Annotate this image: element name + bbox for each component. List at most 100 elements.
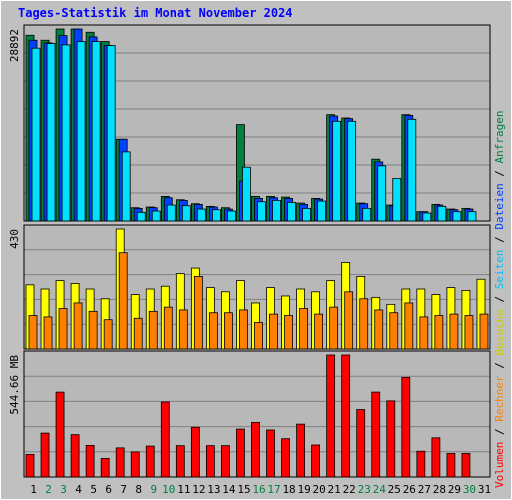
bar-visits-rechner-25 xyxy=(389,312,399,350)
bar-requests-seiten-4 xyxy=(76,41,86,222)
bar-requests-seiten-16 xyxy=(257,201,266,222)
x-tick-label-25: 25 xyxy=(388,483,401,496)
x-tick-label-21: 21 xyxy=(328,483,341,496)
y-max-label-volume: 544.66 MB xyxy=(8,355,21,415)
x-tick-label-26: 26 xyxy=(403,483,416,496)
x-tick-label-8: 8 xyxy=(135,483,142,496)
bar-visits-rechner-19 xyxy=(299,308,308,350)
x-tick-label-10: 10 xyxy=(162,483,175,496)
bar-visits-rechner-21 xyxy=(329,306,339,350)
bar-visits-rechner-26 xyxy=(404,302,414,350)
y-max-label-visits: 430 xyxy=(8,229,21,249)
bar-volume-volumen-6 xyxy=(100,458,110,478)
bar-volume-volumen-20 xyxy=(311,444,321,478)
bar-requests-seiten-18 xyxy=(287,201,296,222)
bar-volume-volumen-7 xyxy=(115,447,125,478)
bar-requests-seiten-5 xyxy=(91,41,101,222)
bar-volume-volumen-28 xyxy=(431,437,441,478)
bar-volume-volumen-2 xyxy=(40,432,50,478)
x-tick-label-19: 19 xyxy=(297,483,310,496)
bar-volume-volumen-12 xyxy=(190,426,200,478)
bar-requests-seiten-19 xyxy=(302,207,311,222)
bar-volume-volumen-5 xyxy=(85,445,95,478)
bar-volume-volumen-15 xyxy=(236,428,245,478)
bar-requests-seiten-14 xyxy=(227,210,236,222)
x-tick-label-22: 22 xyxy=(343,483,356,496)
bar-requests-seiten-29 xyxy=(452,211,462,222)
bar-volume-volumen-16 xyxy=(251,421,260,478)
bar-visits-rechner-12 xyxy=(193,276,203,350)
bar-requests-seiten-30 xyxy=(467,211,477,222)
bar-visits-rechner-16 xyxy=(254,322,263,350)
x-tick-label-12: 12 xyxy=(192,483,205,496)
bar-requests-seiten-25 xyxy=(392,178,402,222)
bar-visits-rechner-20 xyxy=(314,313,324,350)
x-tick-label-9: 9 xyxy=(150,483,157,496)
x-tick-label-17: 17 xyxy=(267,483,280,496)
bar-volume-volumen-18 xyxy=(281,438,290,478)
bar-visits-rechner-30 xyxy=(464,315,474,350)
bar-visits-rechner-24 xyxy=(374,309,384,350)
bar-volume-volumen-29 xyxy=(446,453,456,478)
bar-requests-seiten-3 xyxy=(61,44,71,222)
bar-requests-seiten-11 xyxy=(181,205,191,222)
bar-volume-volumen-21 xyxy=(326,354,336,478)
bar-visits-rechner-13 xyxy=(208,312,218,350)
bar-visits-rechner-9 xyxy=(148,310,158,350)
bar-volume-volumen-26 xyxy=(401,376,411,478)
bar-volume-volumen-10 xyxy=(160,401,170,478)
x-tick-label-29: 29 xyxy=(448,483,461,496)
bar-visits-rechner-5 xyxy=(88,310,98,350)
x-tick-label-13: 13 xyxy=(207,483,220,496)
bar-visits-rechner-6 xyxy=(103,319,113,350)
bar-volume-volumen-9 xyxy=(145,445,155,478)
y-max-label-requests: 28892 xyxy=(8,29,21,62)
x-tick-label-6: 6 xyxy=(105,483,112,496)
bar-requests-seiten-8 xyxy=(136,211,146,222)
bar-requests-seiten-6 xyxy=(106,45,116,222)
x-tick-label-3: 3 xyxy=(60,483,67,496)
bar-volume-volumen-4 xyxy=(70,434,80,478)
chart-title: Tages-Statistik im Monat November 2024 xyxy=(18,6,293,20)
bar-requests-seiten-21 xyxy=(332,120,342,222)
bar-visits-rechner-10 xyxy=(163,306,173,350)
bar-visits-rechner-11 xyxy=(178,309,188,350)
bar-visits-rechner-18 xyxy=(284,315,293,350)
legend-entry-anfragen: Anfragen xyxy=(493,110,506,163)
bar-visits-rechner-1 xyxy=(28,315,38,350)
bar-requests-seiten-9 xyxy=(151,210,161,222)
bar-volume-volumen-13 xyxy=(205,445,215,478)
bar-requests-seiten-23 xyxy=(362,207,372,222)
bar-volume-volumen-30 xyxy=(461,453,471,478)
bar-requests-seiten-27 xyxy=(422,212,432,222)
bar-volume-volumen-14 xyxy=(221,445,230,478)
bar-volume-volumen-27 xyxy=(416,450,426,478)
bar-requests-seiten-26 xyxy=(407,118,417,222)
bar-visits-rechner-8 xyxy=(133,317,143,350)
bar-visits-rechner-22 xyxy=(344,291,354,350)
x-tick-label-27: 27 xyxy=(418,483,431,496)
bar-visits-rechner-15 xyxy=(239,309,248,350)
bar-volume-volumen-17 xyxy=(266,429,275,478)
x-tick-label-11: 11 xyxy=(177,483,190,496)
legend-entry-dateien: Dateien xyxy=(493,183,506,229)
bar-requests-seiten-12 xyxy=(196,208,206,222)
bar-requests-seiten-7 xyxy=(121,151,131,222)
bar-requests-seiten-15 xyxy=(242,166,251,222)
x-tick-label-20: 20 xyxy=(313,483,326,496)
legend-entry-rechner: Rechner xyxy=(493,375,506,422)
legend-separator: / xyxy=(493,289,506,309)
bar-visits-rechner-29 xyxy=(449,313,459,350)
bar-visits-rechner-31 xyxy=(479,313,489,350)
x-tick-label-2: 2 xyxy=(45,483,52,496)
bar-requests-seiten-2 xyxy=(46,43,56,222)
bar-visits-rechner-2 xyxy=(43,316,53,350)
bar-visits-rechner-28 xyxy=(434,315,444,350)
bar-requests-seiten-22 xyxy=(347,120,357,222)
bar-volume-volumen-3 xyxy=(55,391,65,478)
bar-visits-rechner-3 xyxy=(58,308,68,350)
x-tick-label-1: 1 xyxy=(30,483,37,496)
x-tick-label-15: 15 xyxy=(237,483,250,496)
bar-requests-seiten-28 xyxy=(437,205,447,222)
